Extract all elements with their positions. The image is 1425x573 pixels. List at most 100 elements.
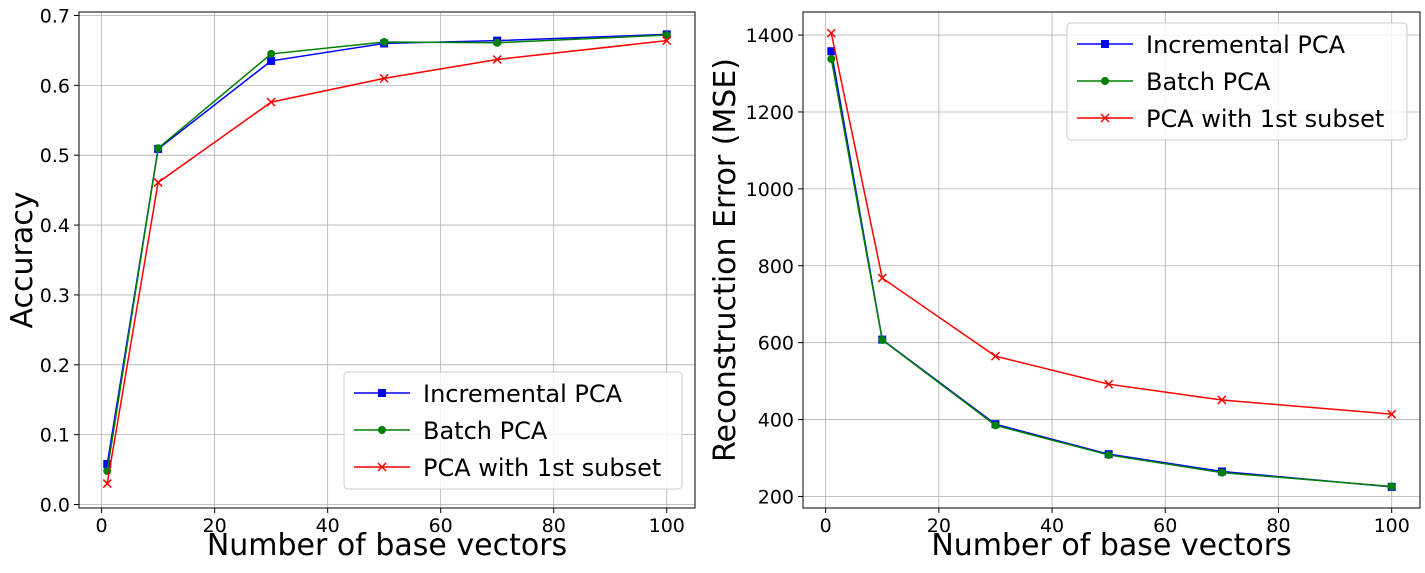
data-point — [267, 56, 276, 65]
y-tick-label: 800 — [758, 256, 794, 278]
data-point — [103, 459, 112, 468]
plot-frame — [802, 11, 1421, 509]
series-line — [830, 58, 1392, 488]
data-point-stroke-b — [1387, 409, 1397, 419]
x-tick-label: 40 — [316, 515, 340, 537]
data-point — [153, 177, 163, 187]
series-pca-with-1st-subset — [102, 36, 672, 489]
data-point — [154, 144, 163, 153]
reconstruction-error-chart: 0 20 40 60 80 100 200 400 600 800 1000 1200 1400 Numb… — [708, 11, 1421, 563]
legend-marker — [378, 426, 386, 434]
x-tick-label: 40 — [1040, 515, 1064, 537]
series-line — [106, 39, 667, 484]
data-point — [878, 335, 887, 344]
data-point — [267, 49, 276, 58]
x-tick-label: 0 — [820, 515, 832, 537]
plot-frame — [78, 11, 696, 509]
x-tick-label: 100 — [1374, 515, 1410, 537]
legend-label: Batch PCA — [1146, 68, 1271, 96]
x-tick-label: 80 — [1266, 515, 1290, 537]
y-axis-title: Accuracy — [5, 192, 40, 329]
legend-label: Incremental PCA — [423, 380, 623, 408]
data-point — [662, 31, 671, 40]
legend-label: Incremental PCA — [1146, 31, 1346, 59]
data-point — [380, 38, 389, 47]
legend-marker-stroke-b — [377, 462, 387, 472]
x-axis-title: Number of base vectors — [931, 528, 1291, 563]
y-axis-title: Reconstruction Error (MSE) — [708, 58, 743, 462]
y-tick-label: 0.3 — [40, 285, 70, 307]
data-point — [102, 479, 112, 489]
legend-marker — [1100, 113, 1110, 123]
legend-marker — [378, 389, 386, 397]
data-point — [1387, 482, 1396, 491]
x-tick-label: 0 — [96, 515, 108, 537]
y-tick-label: 400 — [758, 410, 794, 432]
data-point-stroke-b — [102, 479, 112, 489]
data-point-stroke-b — [877, 273, 887, 283]
legend-marker-stroke-b — [1100, 113, 1110, 123]
data-point — [1387, 409, 1397, 419]
legend-marker — [377, 462, 387, 472]
y-tick-label: 200 — [758, 486, 794, 508]
data-point-stroke-b — [379, 73, 389, 83]
data-point — [662, 36, 672, 46]
x-tick-label: 20 — [927, 515, 951, 537]
x-axis-title: Number of base vectors — [207, 528, 567, 563]
data-point-stroke-b — [662, 36, 672, 46]
series-pca-with-1st-subset — [826, 28, 1397, 419]
y-tick-label: 1400 — [746, 25, 794, 47]
series-line — [106, 34, 667, 472]
series-batch-pca — [827, 54, 1396, 491]
data-point — [827, 54, 836, 63]
legend: Incremental PCA Batch PCA PCA with 1st sub… — [343, 371, 683, 490]
data-point — [1217, 468, 1226, 477]
data-point-stroke-b — [990, 351, 1000, 361]
data-point — [827, 47, 836, 56]
data-point — [1104, 450, 1113, 459]
data-point-stroke-b — [1104, 379, 1114, 389]
series-batch-pca — [103, 31, 671, 475]
legend-label: Batch PCA — [423, 417, 548, 445]
data-point-stroke-b — [266, 97, 276, 107]
x-tick-label: 60 — [429, 515, 453, 537]
y-tick-label: 0.6 — [40, 75, 70, 97]
y-tick-label: 600 — [758, 333, 794, 355]
y-tick-label: 0.1 — [40, 425, 70, 447]
x-tick-label: 60 — [1153, 515, 1177, 537]
y-tick-label: 1000 — [746, 179, 794, 201]
data-point-stroke-b — [1217, 395, 1227, 405]
data-point — [492, 54, 502, 65]
data-point — [1217, 395, 1227, 405]
legend-marker — [1101, 77, 1109, 85]
x-tick-label: 20 — [203, 515, 227, 537]
legend-box — [1066, 22, 1408, 141]
x-tick-label: 100 — [649, 515, 685, 537]
data-point — [826, 28, 836, 38]
data-point — [379, 73, 389, 83]
legend-label: PCA with 1st subset — [1146, 105, 1384, 133]
data-point — [493, 38, 502, 47]
data-point-stroke-b — [826, 28, 836, 38]
y-tick-label: 0.0 — [40, 495, 70, 517]
data-point — [1104, 379, 1114, 389]
data-point — [266, 97, 276, 107]
data-point — [877, 273, 887, 283]
data-point-stroke-b — [492, 54, 502, 65]
y-tick-label: 0.5 — [40, 145, 70, 167]
data-point-stroke-b — [153, 177, 163, 187]
y-tick-label: 0.7 — [40, 5, 70, 27]
data-point — [991, 421, 1000, 430]
y-tick-label: 0.2 — [40, 355, 70, 377]
x-tick-label: 80 — [542, 515, 566, 537]
y-tick-label: 1200 — [746, 102, 794, 124]
legend-label: PCA with 1st subset — [423, 454, 661, 482]
y-tick-label: 0.4 — [40, 215, 70, 237]
accuracy-chart: 0 20 40 60 80 100 0.0 0.1 0.2 0.3 0.4 0.5 0.6 0.7 Numb… — [5, 5, 696, 563]
legend: Incremental PCA Batch PCA PCA with 1st sub… — [1066, 22, 1408, 141]
legend-box — [343, 371, 683, 490]
data-point — [990, 351, 1000, 361]
series-line — [830, 32, 1392, 415]
